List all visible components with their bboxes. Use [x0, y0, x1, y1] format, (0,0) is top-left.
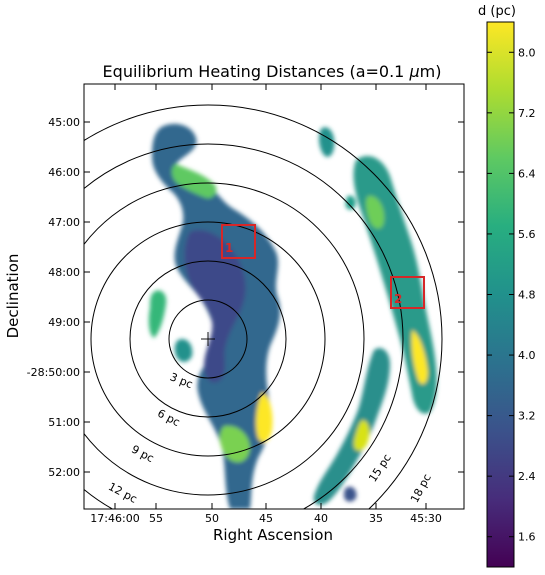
x-axis: 17:46:00 55 50 45 40 35 45:30: [90, 84, 442, 525]
center-marker: [201, 332, 215, 346]
map-region-small-top-dot: [345, 195, 356, 210]
colorbar-label: d (pc): [478, 4, 516, 19]
region-box-1: 1: [221, 224, 256, 259]
map-region-bottom-dot: [344, 486, 357, 502]
x-tick-label: 17:46:00: [90, 512, 139, 525]
y-tick-label: 52:00: [48, 466, 80, 479]
region-box-2: 2: [390, 276, 425, 309]
chart-title: Equilibrium Heating Distances (a=0.1 μm): [103, 62, 442, 81]
x-tick-label: 45: [259, 512, 273, 525]
x-axis-label: Right Ascension: [213, 526, 333, 544]
distance-ring-6pc: [129, 260, 287, 418]
map-region-central-core: [184, 230, 246, 383]
y-tick-label: -28:50:00: [27, 366, 80, 379]
distance-ring-12pc: [84, 182, 365, 496]
y-axis: 45:00 46:00 47:00 48:00 49:00 -28:50:00 51:00 5…: [27, 116, 464, 479]
x-tick-label: 55: [149, 512, 163, 525]
map-region-right-arc-green: [365, 195, 385, 229]
y-tick-label: 45:00: [48, 116, 80, 129]
colorbar-tick-label: 6.4: [518, 167, 536, 180]
y-tick-label: 46:00: [48, 166, 80, 179]
y-tick-label: 48:00: [48, 266, 80, 279]
map-region-central-green: [171, 164, 217, 199]
distance-ring-15pc: [84, 143, 404, 509]
colorbar-tick-label: 8.0: [518, 46, 536, 59]
map-region-right-arc-yellow: [411, 330, 428, 385]
colorbar-tick-label: 7.2: [518, 107, 536, 120]
region-box-1-label: 1: [225, 241, 233, 255]
y-axis-label: Declination: [4, 254, 22, 339]
distance-rings: [84, 104, 443, 509]
colorbar-tick-label: 5.6: [518, 228, 536, 241]
colorbar-tick-label: 2.4: [518, 470, 536, 483]
map-region-left-clump: [148, 290, 167, 338]
distance-ring-9pc: [90, 221, 326, 457]
map-region-lower-green: [219, 425, 250, 463]
plot-frame: [83, 83, 465, 510]
x-tick-label: 40: [314, 512, 328, 525]
colorbar-ticks: 1.6 2.4 3.2 4.0 4.8 5.6 6.4 7.2 8.0: [487, 46, 536, 544]
y-tick-label: 51:00: [48, 416, 80, 429]
colorbar-tick-label: 1.6: [518, 531, 536, 544]
x-tick-label: 50: [205, 512, 219, 525]
colorbar-tick-label: 4.8: [518, 289, 536, 302]
map-region-lower-right-yellow: [353, 420, 370, 451]
region-box-2-label: 2: [394, 292, 402, 306]
x-tick-label: 35: [369, 512, 383, 525]
distance-ring-3pc: [168, 299, 248, 379]
distance-ring-18pc: [84, 104, 443, 509]
y-tick-label: 47:00: [48, 216, 80, 229]
y-tick-label: 49:00: [48, 316, 80, 329]
map-region-lower-right-filament: [313, 347, 390, 505]
x-tick-label: 45:30: [410, 512, 442, 525]
colorbar-tick-label: 3.2: [518, 410, 536, 423]
colorbar-tick-label: 4.0: [518, 349, 536, 362]
map-region-left-clump-2: [174, 338, 193, 362]
map-region-central-yellow-edge: [255, 392, 273, 443]
